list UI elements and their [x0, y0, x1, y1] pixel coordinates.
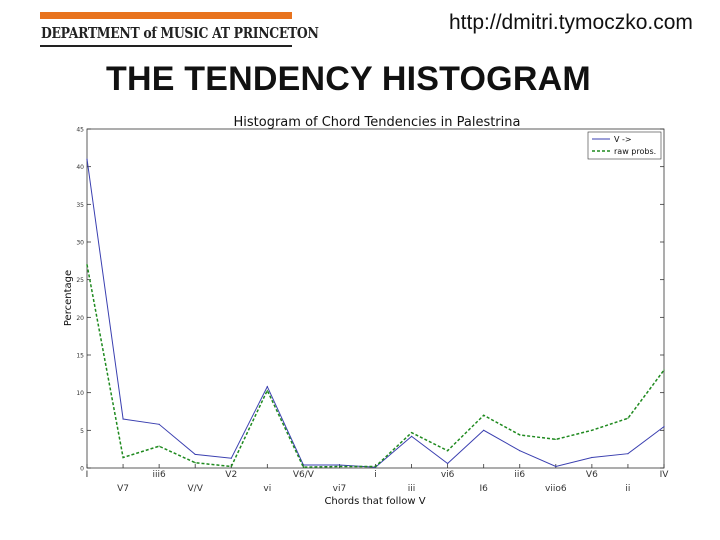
point-raw-probs [86, 264, 88, 266]
point-raw-probs [230, 465, 232, 468]
x-tick-label: i [374, 470, 377, 480]
point-v [122, 418, 124, 420]
series-lines [86, 158, 665, 468]
chart-legend: V -> raw probs. [587, 131, 662, 160]
x-axis-label: Chords that follow V [324, 496, 425, 507]
point-v [627, 453, 629, 455]
x-tick-label: viio6 [545, 484, 567, 494]
point-v [194, 453, 196, 456]
point-v [158, 423, 160, 425]
y-tick-label: 5 [80, 428, 84, 435]
point-v [663, 425, 665, 428]
point-v [230, 457, 232, 459]
point-raw-probs [519, 434, 521, 436]
point-raw-probs [555, 438, 557, 440]
point-raw-probs [374, 465, 377, 468]
point-v [447, 462, 449, 465]
x-tick-label: V6/V [293, 470, 315, 480]
x-tick-label: vi [263, 484, 271, 494]
point-raw-probs [302, 466, 304, 468]
y-tick-label: 40 [76, 164, 84, 171]
header-accent-bar [40, 12, 292, 19]
point-raw-probs [410, 431, 413, 434]
point-raw-probs [591, 429, 593, 431]
point-raw-probs [338, 465, 341, 468]
point-raw-probs [627, 417, 629, 419]
point-raw-probs [194, 462, 196, 464]
x-tick-label: V2 [225, 470, 237, 480]
logo-underline [40, 45, 292, 47]
x-tick-label: IV [660, 470, 670, 480]
y-tick-label: 45 [76, 127, 84, 134]
x-tick-label: ii6 [514, 470, 525, 480]
legend-label-raw: raw probs. [614, 147, 656, 156]
x-tick-label: vi7 [333, 484, 347, 494]
point-v [338, 464, 341, 466]
point-raw-probs [663, 369, 665, 371]
site-url[interactable]: http://dmitri.tymoczko.com [449, 11, 693, 34]
x-tick-label: V6 [586, 470, 598, 480]
plot-frame [86, 128, 665, 469]
x-tick-label: I [86, 470, 89, 480]
legend-label-v: V -> [614, 135, 632, 144]
point-v [519, 450, 521, 452]
point-raw-probs [158, 445, 160, 447]
y-axis-label: Percentage [63, 270, 74, 326]
legend-box [587, 131, 662, 160]
point-raw-probs [266, 389, 268, 392]
y-tick-label: 25 [76, 277, 84, 284]
chart-title: Histogram of Chord Tendencies in Palestr… [234, 115, 521, 130]
x-tick-label: iii [408, 484, 416, 494]
point-raw-probs [483, 414, 485, 416]
y-tick-label: 30 [76, 240, 84, 247]
point-v [86, 158, 88, 160]
x-tick-label: V7 [117, 484, 129, 494]
y-tick-label: 20 [76, 315, 84, 322]
point-raw-probs [122, 456, 124, 459]
point-raw-probs [447, 450, 449, 452]
point-v [483, 429, 485, 431]
point-v [410, 435, 413, 437]
x-tick-label: V/V [188, 484, 204, 494]
point-v [591, 456, 593, 459]
x-tick-label: I6 [479, 484, 488, 494]
department-logo: DEPARTMENT of MUSIC AT PRINCETON [41, 24, 319, 42]
x-tick-label: iii6 [153, 470, 167, 480]
y-tick-label: 0 [80, 466, 84, 473]
x-axis-ticks: IV7iii6V/VV2viV6/Vvi7iiiivi6I6ii6viio6V6… [86, 464, 670, 494]
x-tick-label: ii [625, 484, 630, 494]
y-tick-label: 10 [76, 390, 84, 397]
x-tick-label: vi6 [441, 470, 455, 480]
y-tick-label: 15 [76, 353, 84, 360]
y-tick-label: 35 [76, 202, 84, 209]
slide-title: THE TENDENCY HISTOGRAM [106, 60, 591, 98]
y-axis-ticks: 0 5 10 15 20 25 30 35 40 45 [76, 127, 664, 473]
point-v [555, 465, 557, 468]
point-v [266, 386, 268, 388]
